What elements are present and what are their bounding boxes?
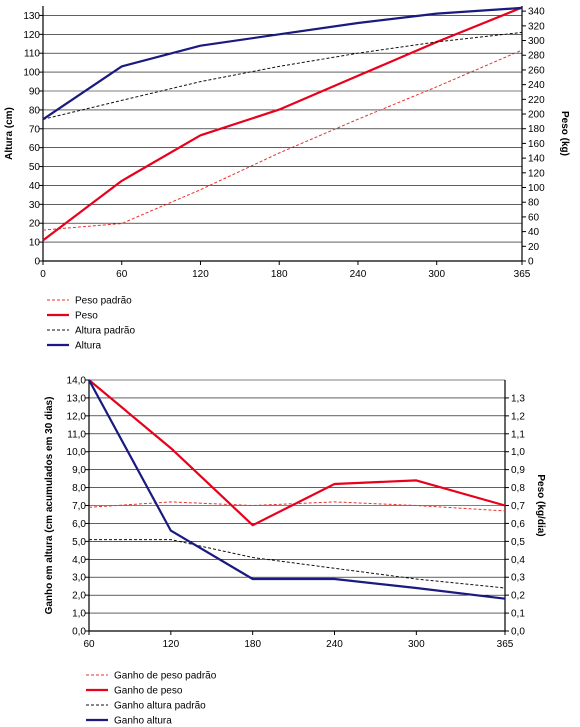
y-left-tick-label: 10,0 bbox=[67, 447, 87, 458]
y-right-tick-label: 0,1 bbox=[511, 609, 525, 620]
y-right-tick-label: 340 bbox=[528, 7, 545, 18]
legend-label: Ganho de peso padrão bbox=[114, 671, 217, 682]
y-left-tick-label: 1,0 bbox=[72, 609, 86, 620]
x-tick-label: 365 bbox=[497, 639, 514, 650]
y-right-tick-label: 1,0 bbox=[511, 447, 525, 458]
x-tick-label: 180 bbox=[244, 639, 261, 650]
y-right-axis-label: Peso (kg/dia) bbox=[535, 474, 546, 536]
series-line-ganho-altura bbox=[88, 379, 506, 600]
y-left-tick-label: 100 bbox=[23, 68, 40, 79]
series-line-ganho-de-peso-padr-o bbox=[88, 501, 506, 512]
y-left-tick-label: 30 bbox=[29, 200, 41, 211]
y-left-tick-label: 8,0 bbox=[72, 483, 86, 494]
y-left-tick-label: 130 bbox=[23, 11, 40, 22]
y-left-tick-label: 2,0 bbox=[72, 591, 86, 602]
y-left-tick-label: 60 bbox=[29, 143, 41, 154]
y-left-tick-label: 10 bbox=[29, 238, 41, 249]
legend-label: Altura padrão bbox=[75, 326, 135, 337]
y-right-tick-label: 0,4 bbox=[511, 555, 525, 566]
y-right-tick-label: 80 bbox=[528, 198, 540, 209]
x-tick-label: 60 bbox=[83, 639, 95, 650]
y-right-tick-label: 100 bbox=[528, 183, 545, 194]
y-right-tick-label: 60 bbox=[528, 212, 540, 223]
y-right-tick-label: 1,2 bbox=[511, 411, 525, 422]
y-right-tick-label: 220 bbox=[528, 95, 545, 106]
y-right-tick-label: 120 bbox=[528, 168, 545, 179]
y-right-axis-label: Peso (kg) bbox=[559, 111, 570, 156]
x-tick-label: 240 bbox=[326, 639, 343, 650]
y-right-tick-label: 0,9 bbox=[511, 465, 525, 476]
x-tick-label: 300 bbox=[408, 639, 425, 650]
y-left-tick-label: 0,0 bbox=[72, 627, 86, 638]
y-right-tick-label: 0,0 bbox=[511, 627, 525, 638]
y-right-tick-label: 260 bbox=[528, 65, 545, 76]
y-right-tick-label: 280 bbox=[528, 51, 545, 62]
y-right-tick-label: 0,6 bbox=[511, 519, 525, 530]
series-line-altura-padr-o bbox=[42, 31, 523, 120]
y-left-tick-label: 120 bbox=[23, 30, 40, 41]
y-left-tick-label: 0 bbox=[34, 257, 40, 268]
y-right-tick-label: 180 bbox=[528, 124, 545, 135]
x-tick-label: 240 bbox=[350, 269, 367, 280]
legend-label: Ganho de peso bbox=[114, 686, 183, 697]
y-right-tick-label: 40 bbox=[528, 227, 540, 238]
y-right-tick-label: 0,7 bbox=[511, 501, 525, 512]
x-tick-label: 180 bbox=[271, 269, 288, 280]
y-right-tick-label: 140 bbox=[528, 154, 545, 165]
y-right-tick-label: 160 bbox=[528, 139, 545, 150]
y-right-tick-label: 0,3 bbox=[511, 573, 525, 584]
x-tick-label: 120 bbox=[162, 639, 179, 650]
y-right-tick-label: 240 bbox=[528, 80, 545, 91]
x-tick-label: 365 bbox=[514, 269, 531, 280]
series-line-peso-padr-o bbox=[42, 49, 523, 231]
y-right-tick-label: 0,8 bbox=[511, 483, 525, 494]
x-tick-label: 300 bbox=[428, 269, 445, 280]
y-left-tick-label: 70 bbox=[29, 124, 41, 135]
y-left-axis-label: Altura (cm) bbox=[4, 107, 15, 160]
y-left-tick-label: 13,0 bbox=[67, 393, 87, 404]
legend-label: Peso padrão bbox=[75, 296, 132, 307]
x-tick-label: 60 bbox=[116, 269, 128, 280]
legend-label: Ganho altura padrão bbox=[114, 701, 206, 712]
y-left-tick-label: 6,0 bbox=[72, 519, 86, 530]
y-right-tick-label: 0,5 bbox=[511, 537, 525, 548]
y-right-tick-label: 1,1 bbox=[511, 429, 525, 440]
y-right-tick-label: 200 bbox=[528, 110, 545, 121]
series-line-altura bbox=[42, 6, 523, 121]
y-left-axis-label: Ganho em altura (cm acumulados em 30 dia… bbox=[44, 397, 55, 615]
y-left-tick-label: 80 bbox=[29, 105, 41, 116]
y-left-tick-label: 20 bbox=[29, 219, 41, 230]
y-left-tick-label: 9,0 bbox=[72, 465, 86, 476]
legend-label: Ganho altura bbox=[114, 716, 172, 727]
y-right-tick-label: 0,2 bbox=[511, 591, 525, 602]
y-left-tick-label: 90 bbox=[29, 87, 41, 98]
y-right-tick-label: 0 bbox=[528, 257, 534, 268]
y-left-tick-label: 110 bbox=[24, 49, 40, 60]
series-line-ganho-de-peso bbox=[88, 379, 506, 527]
legend-label: Altura bbox=[75, 341, 102, 352]
y-left-tick-label: 12,0 bbox=[67, 411, 87, 422]
y-left-tick-label: 11,0 bbox=[67, 429, 86, 440]
y-right-tick-label: 1,3 bbox=[511, 393, 525, 404]
series-line-ganho-altura-padr-o bbox=[89, 539, 506, 589]
y-right-tick-label: 300 bbox=[528, 36, 545, 47]
y-left-tick-label: 4,0 bbox=[72, 555, 86, 566]
y-left-tick-label: 40 bbox=[29, 181, 41, 192]
series-line-peso bbox=[42, 6, 523, 242]
legend-label: Peso bbox=[75, 311, 98, 322]
x-tick-label: 120 bbox=[192, 269, 209, 280]
y-right-tick-label: 320 bbox=[528, 21, 545, 32]
y-right-tick-label: 20 bbox=[528, 242, 540, 253]
y-left-tick-label: 50 bbox=[29, 162, 41, 173]
y-left-tick-label: 5,0 bbox=[72, 537, 86, 548]
y-left-tick-label: 14,0 bbox=[67, 376, 87, 387]
y-left-tick-label: 3,0 bbox=[72, 573, 86, 584]
y-left-tick-label: 7,0 bbox=[72, 501, 86, 512]
x-tick-label: 0 bbox=[40, 269, 46, 280]
